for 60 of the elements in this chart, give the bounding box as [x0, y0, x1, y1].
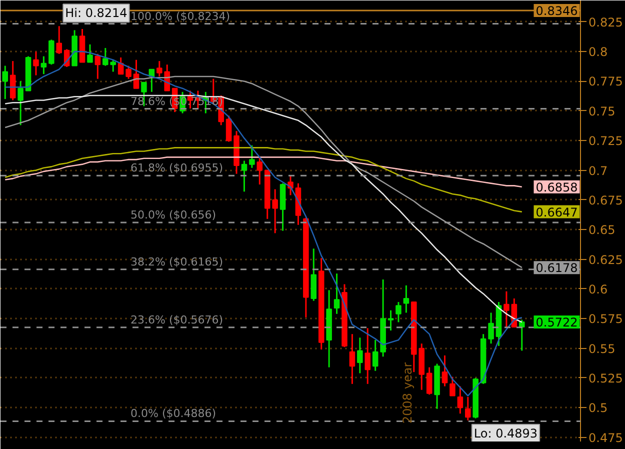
candlestick: [126, 65, 132, 80]
ref-line-label: 23.6% ($0.5676): [130, 313, 224, 326]
y-tick-label: 0.525: [588, 371, 623, 386]
ref-line-label: 50.0% ($0.656): [130, 208, 216, 222]
candlestick: [310, 248, 317, 302]
candlestick: [518, 319, 525, 352]
ref-line-label: 0.0% ($0.4886): [130, 407, 216, 420]
line-series: [4, 156, 523, 188]
candlestick: [94, 53, 101, 80]
y-tick-label: 0.75: [588, 104, 616, 118]
candlestick: [450, 376, 456, 397]
y-tick-label: 0.725: [588, 134, 623, 148]
y-tick-label: 0.475: [588, 430, 623, 445]
candlestick: [388, 310, 394, 332]
candlestick: [442, 354, 448, 388]
y-tick-label: 0.675: [588, 193, 623, 208]
candlestick: [372, 339, 378, 372]
candlestick: [241, 160, 248, 192]
candlestick: [396, 301, 402, 323]
annotation: 2008 year: [400, 362, 415, 424]
ref-line-label: 38.2% ($0.6165): [130, 255, 224, 268]
candlestick: [488, 312, 494, 344]
candlestick: [504, 290, 510, 328]
y-tick-label: 0.5: [588, 401, 608, 416]
candlestick: [2, 65, 8, 100]
candlestick: [87, 44, 93, 63]
candlestick: [334, 272, 340, 315]
ref-line-label: 61.8% ($0.6955): [130, 162, 224, 175]
annotation: Hi: 0.8214: [65, 6, 128, 20]
y-tick-label: 0.65: [588, 223, 616, 238]
candlestick: [40, 56, 47, 75]
y-tick-label: 0.825: [588, 15, 623, 30]
ref-line-label: 100.0% ($0.8234): [130, 10, 230, 23]
y-tick-label: 0.575: [588, 312, 623, 326]
candlestick: [18, 80, 24, 126]
y-tick-label: 0.55: [588, 342, 616, 356]
annotation: Lo: 0.4893: [474, 426, 538, 440]
candlestick: [465, 396, 471, 422]
text: 0.5722: [536, 315, 578, 330]
candlestick: [426, 366, 432, 396]
y-tick-label: 0.625: [588, 252, 623, 267]
candlestick: [48, 38, 54, 66]
candlestick: [33, 50, 39, 76]
text: 0.6858: [536, 180, 578, 194]
candlestick: [56, 25, 62, 55]
text: 0.6178: [536, 261, 578, 276]
candlestick: [357, 336, 363, 374]
candlestick: [349, 333, 356, 385]
y-tick-label: 0.7: [588, 164, 608, 178]
y-tick-label: 0.6: [588, 282, 608, 296]
y-tick-label: 0.775: [588, 74, 623, 89]
candlestick: [256, 156, 263, 186]
text: 0.6647: [536, 205, 578, 220]
y-tick-label: 0.8: [588, 45, 608, 60]
candlestick: [403, 284, 410, 314]
candlestick: [457, 386, 464, 414]
candlestick: [226, 114, 232, 143]
candlestick: [364, 327, 371, 385]
candlestick: [249, 144, 255, 169]
ref-line-label: 0.8346: [536, 4, 578, 18]
